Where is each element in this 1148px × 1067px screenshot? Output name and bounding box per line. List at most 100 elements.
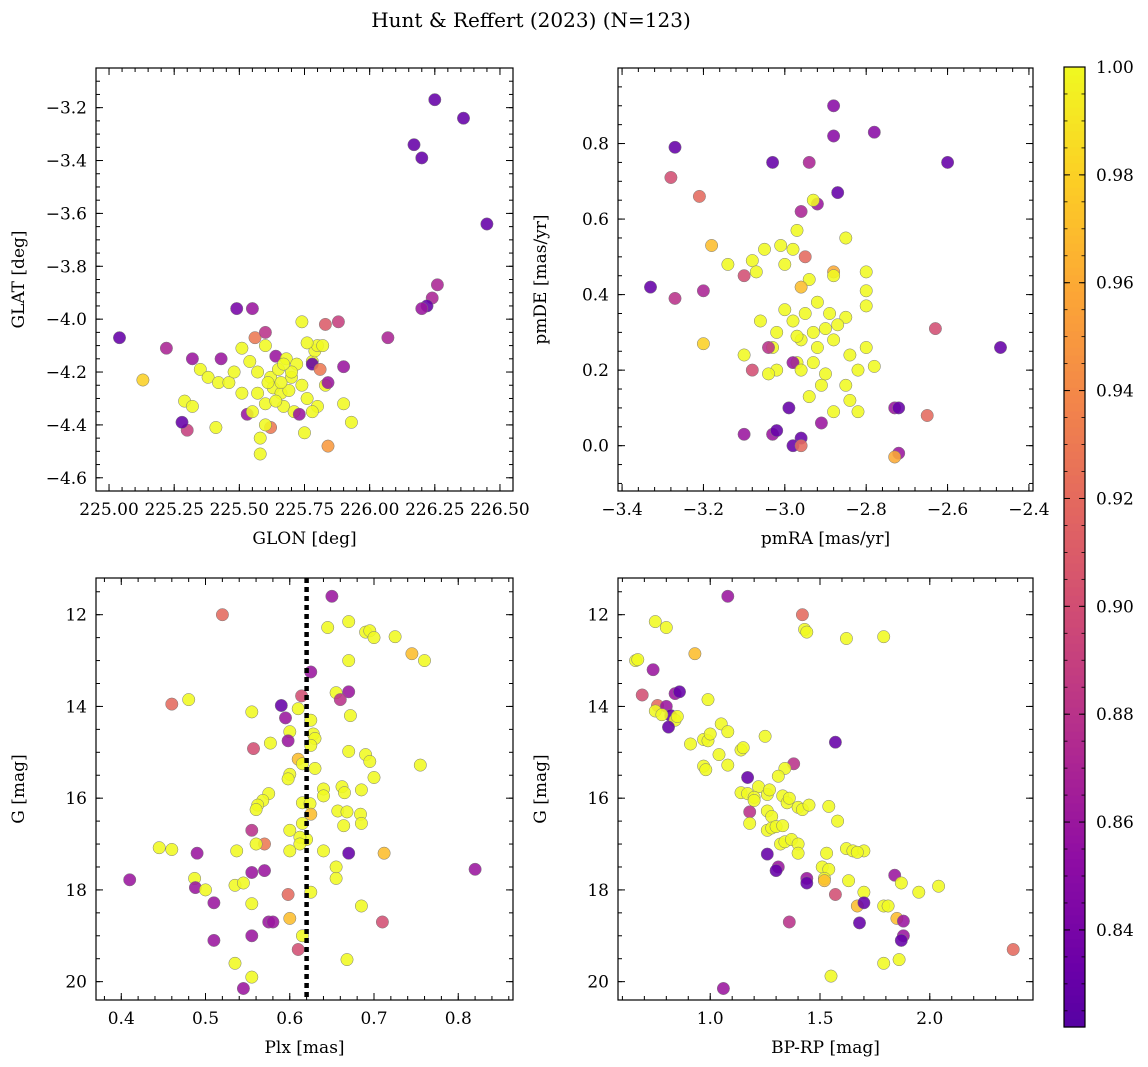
scatter-point [321, 376, 335, 390]
scatter-point [430, 278, 444, 292]
scatter-point [333, 693, 347, 707]
scatter-point [670, 710, 684, 723]
scatter-point [753, 314, 767, 328]
colorbar-tick-label: 0.92 [1096, 489, 1134, 509]
scatter-point [644, 280, 657, 294]
scatter-point [778, 257, 792, 271]
scatter-point [337, 397, 351, 411]
scatter-point [802, 390, 816, 404]
scatter-point [344, 415, 358, 429]
scatter-point [277, 357, 291, 371]
scatter-point [193, 362, 207, 376]
scatter-point [941, 155, 955, 169]
scatter-point [859, 284, 873, 298]
scatter-point [800, 876, 814, 890]
y-tick-label: 16 [65, 789, 87, 809]
scatter-point [274, 376, 288, 390]
y-tick-label: 20 [587, 973, 609, 993]
colorbar-tick-label: 0.88 [1096, 705, 1134, 725]
scatter-point [182, 693, 196, 707]
scatter-point [354, 816, 368, 830]
y-axis-label: G [mag] [9, 754, 29, 823]
scatter-point [251, 365, 265, 379]
x-tick-label: 0.8 [445, 1009, 472, 1029]
scatter-point [932, 879, 946, 893]
y-tick-label: −4.2 [46, 363, 87, 383]
scatter-point [827, 333, 841, 347]
scatter-point [367, 631, 381, 645]
scatter-point [298, 426, 311, 440]
scatter-point [316, 339, 330, 353]
scatter-point [806, 193, 820, 207]
scatter-point [737, 269, 751, 283]
scatter-point [245, 866, 259, 879]
scatter-point [659, 621, 673, 634]
scatter-point [810, 295, 824, 309]
y-tick-label: −3.2 [46, 99, 87, 119]
colorbar-tick-label: 0.94 [1096, 382, 1134, 402]
scatter-point [321, 439, 335, 453]
colorbar-tick-label: 1.00 [1096, 58, 1134, 78]
x-tick-label: 226.25 [405, 500, 464, 520]
x-tick-label: 1.0 [697, 1009, 724, 1029]
scatter-point [881, 899, 895, 913]
panel-bprp-g: 1.0 1.5 2.0 12 14 16 18 20 BP-RP [mag] G [mag] [531, 577, 1034, 1058]
scatter-point [851, 405, 865, 419]
scatter-point [375, 915, 389, 929]
scatter-point [867, 125, 881, 139]
scatter-point [912, 885, 926, 899]
scatter-point [230, 302, 244, 316]
scatter-point [480, 217, 494, 231]
scatter-point [248, 331, 262, 345]
scatter-point [354, 899, 368, 913]
scatter-point [820, 846, 834, 860]
scatter-point [662, 720, 675, 734]
x-tick-label: 226.00 [340, 500, 399, 520]
scatter-point [828, 888, 842, 901]
scatter-point [850, 845, 864, 859]
scatter-point [867, 359, 881, 373]
scatter-point [749, 265, 763, 279]
scatter-point [249, 837, 263, 851]
scatter-point [928, 322, 942, 336]
scatter-point [673, 685, 686, 699]
scatter-point [814, 416, 828, 430]
scatter-point [668, 140, 682, 154]
scatter-point [245, 823, 259, 837]
scatter-point [269, 394, 283, 408]
axes-frame [617, 577, 1034, 1001]
y-axis-label: pmDE [mas/yr] [531, 214, 551, 344]
scatter-point [245, 897, 259, 911]
scatter-point [428, 93, 442, 107]
scatter-point [896, 914, 910, 928]
scatter-point [283, 823, 297, 837]
scatter-point [337, 360, 351, 374]
scatter-point [701, 693, 715, 707]
scatter-point [245, 302, 259, 316]
scatter-point [407, 138, 421, 152]
scatter-point [782, 915, 796, 929]
scatter-point [721, 589, 735, 603]
scatter-point [794, 363, 808, 377]
scatter-point [123, 873, 137, 887]
scatter-point [814, 378, 828, 392]
scatter-point [338, 786, 351, 800]
scatter-point [227, 365, 241, 379]
scatter-point [819, 322, 832, 336]
scatter-point [305, 405, 319, 419]
x-axis-label: BP-RP [mag] [771, 1038, 880, 1058]
scatter-point [791, 846, 805, 860]
scatter-point [843, 393, 857, 407]
scatter-point [199, 883, 212, 897]
colorbar: 0.84 0.86 0.88 0.90 0.92 0.94 0.96 0.98 1.00 [1063, 58, 1134, 1028]
scatter-point [291, 702, 305, 716]
scatter-point [258, 325, 272, 339]
y-tick-label: −3.8 [46, 257, 87, 277]
scatter-point [300, 336, 314, 350]
scatter-points [113, 93, 494, 461]
scatter-point [185, 352, 199, 366]
scatter-point [721, 758, 735, 772]
scatter-point [258, 864, 271, 878]
scatter-point [321, 621, 335, 634]
scatter-point [716, 982, 730, 995]
